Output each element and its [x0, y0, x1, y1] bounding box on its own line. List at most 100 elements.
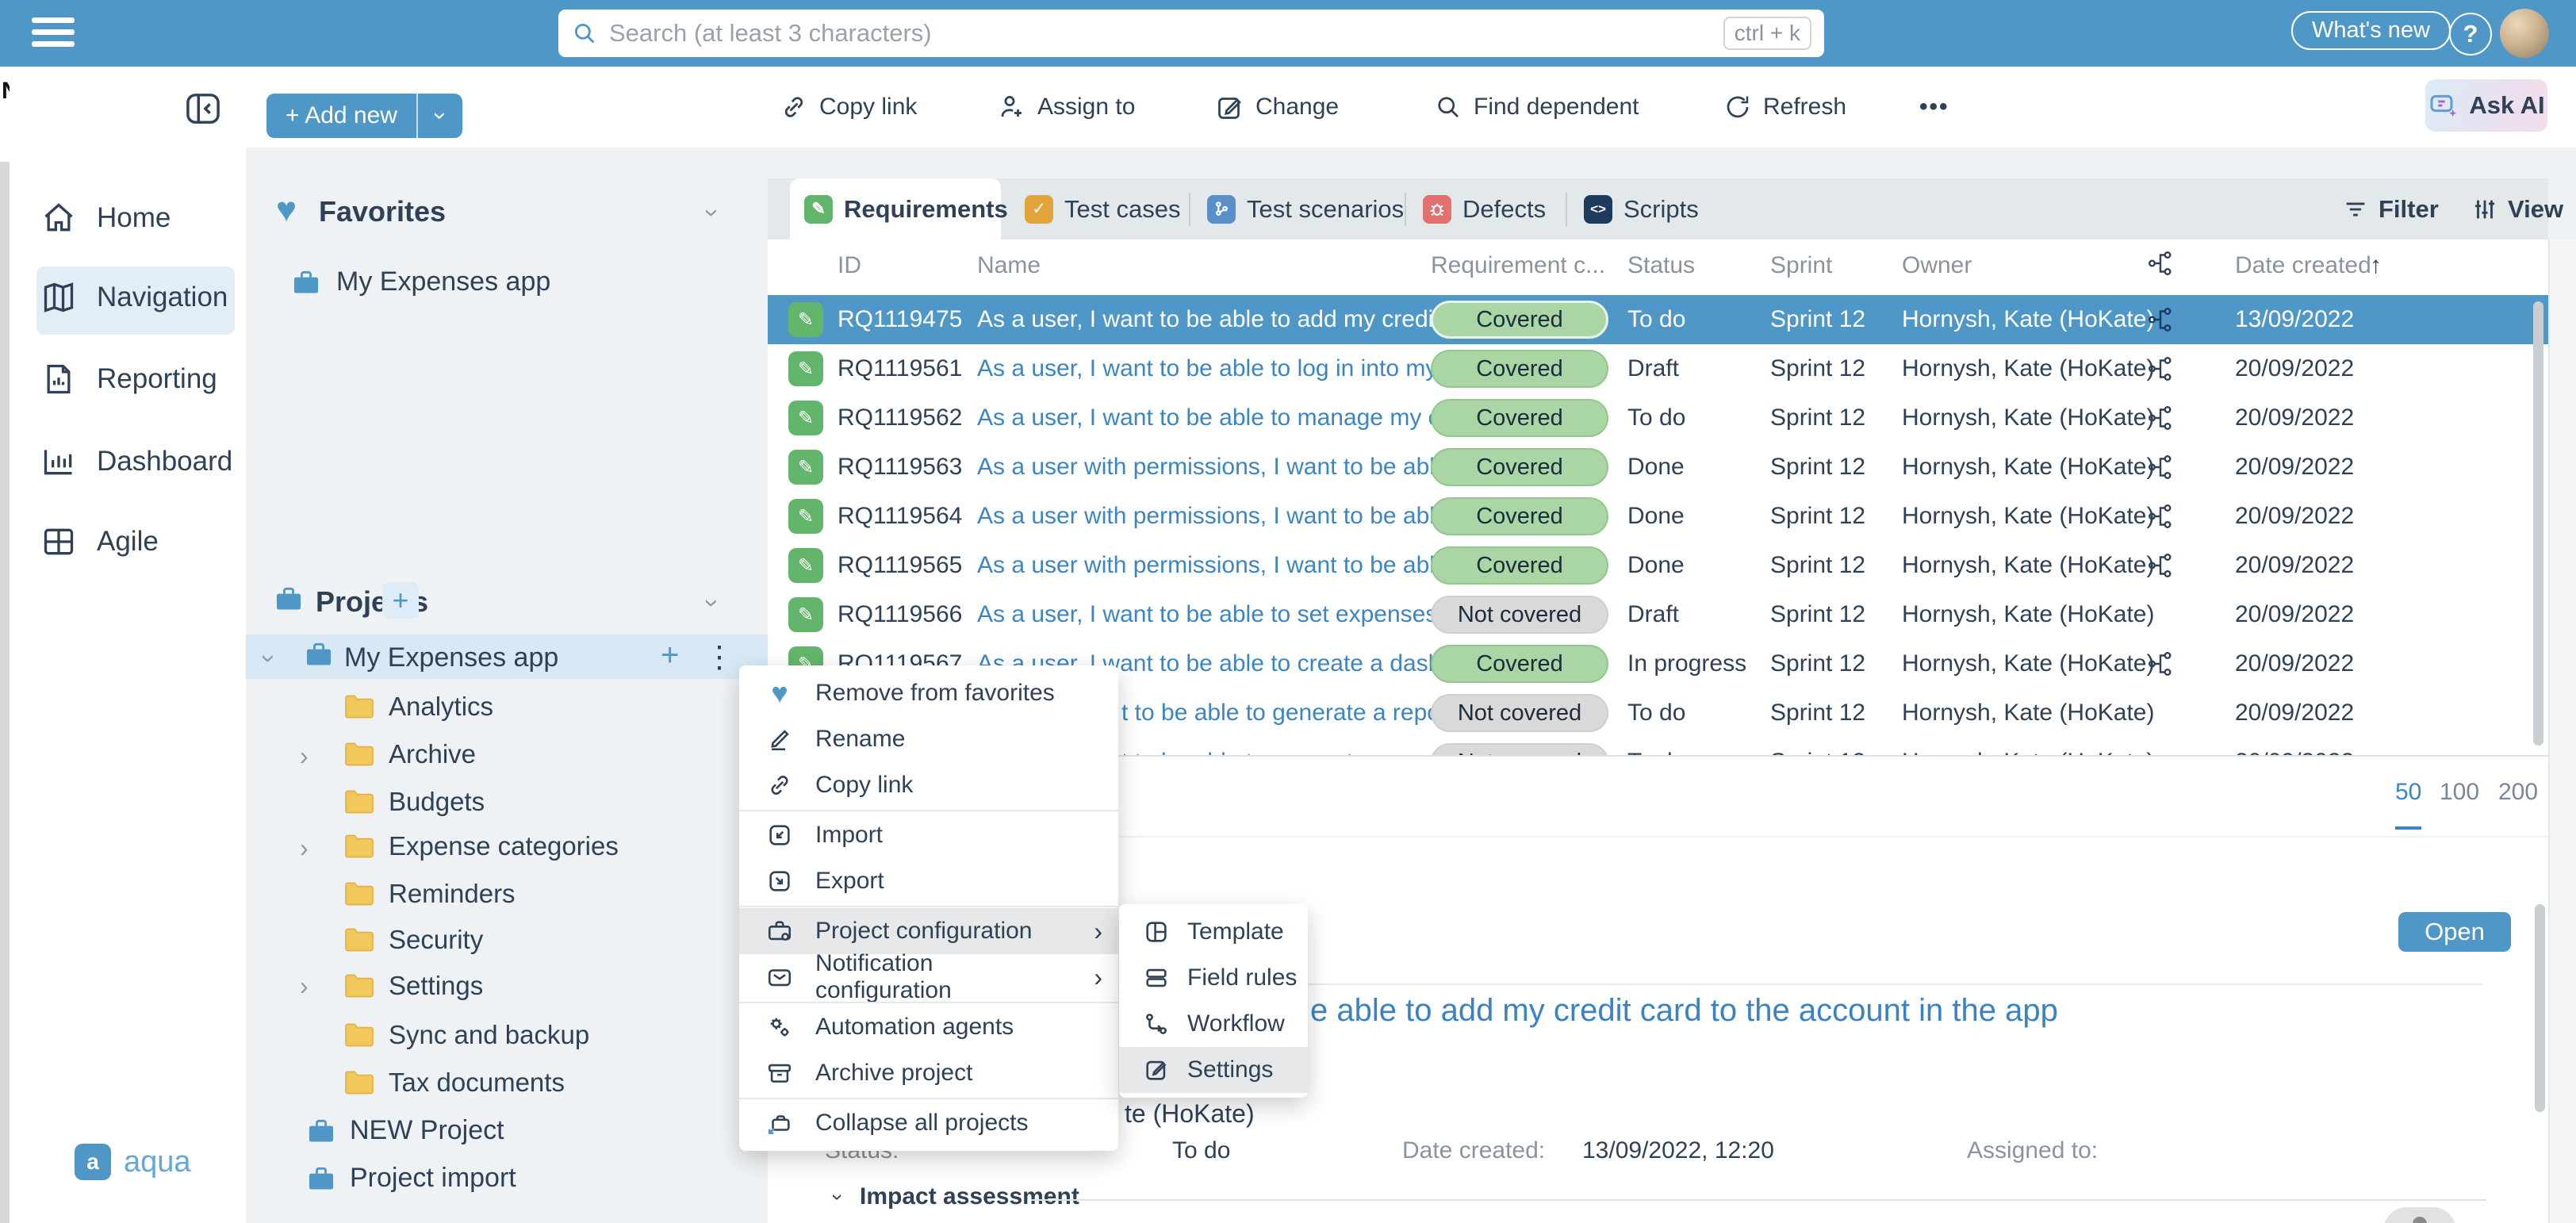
table-row[interactable]: ✎ RQ1119475 As a user, I want to be able…: [768, 295, 2548, 344]
refresh-button[interactable]: Refresh: [1723, 84, 1846, 130]
table-scrollbar[interactable]: [2533, 301, 2543, 746]
menu-item-collapse-all-projects[interactable]: Collapse all projects: [739, 1100, 1118, 1146]
user-avatar[interactable]: [2500, 9, 2549, 58]
project-add-button[interactable]: +: [661, 638, 680, 673]
impact-assessment-title[interactable]: Impact assessment: [860, 1183, 1079, 1210]
filter-button[interactable]: Filter: [2342, 178, 2439, 240]
row-name-link[interactable]: As a user with permissions, I want to be…: [977, 454, 1501, 480]
sidebar-item-reporting[interactable]: Reporting: [41, 351, 240, 408]
row-name-link[interactable]: As a user with permissions, I want to be…: [977, 552, 1501, 578]
aqua-logo[interactable]: a aqua: [75, 1144, 191, 1180]
hamburger-menu-icon[interactable]: [32, 11, 75, 53]
column-header-name[interactable]: Name: [977, 252, 1041, 278]
tab-test-cases[interactable]: ✓ Test cases: [1025, 178, 1180, 240]
submenu-item-template[interactable]: Template: [1119, 909, 1308, 955]
folder-settings[interactable]: Settings: [343, 971, 483, 1001]
folder-analytics[interactable]: Analytics: [343, 692, 493, 722]
collapse-sidebar-button[interactable]: [185, 92, 221, 125]
row-name-link[interactable]: t to be able to generate a report ...: [1121, 700, 1482, 726]
expand-chevron[interactable]: ›: [300, 834, 309, 862]
section-collapse-chevron[interactable]: ›: [826, 1194, 850, 1201]
more-actions-button[interactable]: •••: [1919, 94, 1949, 120]
table-row[interactable]: ✎ RQ1119567 As a user, I want to be able…: [768, 639, 2548, 688]
find-dependent-button[interactable]: Find dependent: [1434, 84, 1639, 130]
folder-security[interactable]: Security: [343, 925, 483, 955]
hierarchy-icon[interactable]: [2146, 453, 2175, 481]
column-header-owner[interactable]: Owner: [1902, 252, 1972, 278]
folder-expense-categories[interactable]: Expense categories: [343, 831, 619, 861]
tab-test-scenarios[interactable]: Test scenarios: [1207, 178, 1404, 240]
menu-item-project-configuration[interactable]: Project configuration ›: [739, 908, 1118, 954]
sidebar-item-agile[interactable]: Agile: [41, 513, 240, 570]
row-name-link[interactable]: As a user, I want to be able to add my c…: [977, 306, 1499, 332]
menu-item-remove-from-favorites[interactable]: ♥ Remove from favorites: [739, 670, 1118, 716]
sidebar-item-dashboard[interactable]: Dashboard: [41, 433, 240, 490]
help-button[interactable]: ?: [2449, 13, 2492, 56]
whats-new-button[interactable]: What's new: [2291, 11, 2451, 50]
row-name-link[interactable]: As a user, I want to be able to log in i…: [977, 355, 1501, 381]
favorite-item-my-expenses-app[interactable]: My Expenses app: [290, 266, 550, 297]
add-new-split-button[interactable]: + Add new ›: [266, 94, 462, 138]
hierarchy-icon[interactable]: [2146, 355, 2175, 383]
folder-sync-and-backup[interactable]: Sync and backup: [343, 1020, 589, 1050]
folder-reminders[interactable]: Reminders: [343, 879, 516, 909]
tab-defects[interactable]: Defects: [1423, 178, 1546, 240]
menu-item-archive-project[interactable]: Archive project: [739, 1050, 1118, 1096]
row-name-link[interactable]: As a user, I want to be able to manage m…: [977, 404, 1507, 431]
page-size-100[interactable]: 100: [2440, 779, 2480, 805]
change-button[interactable]: Change: [1216, 84, 1339, 130]
folder-budgets[interactable]: Budgets: [343, 787, 485, 817]
table-row[interactable]: t to be able to generate a report Not co…: [768, 738, 2548, 755]
open-button[interactable]: Open: [2398, 912, 2511, 952]
tab-requirements[interactable]: ✎ Requirements: [790, 178, 1008, 240]
detail-scrollbar[interactable]: [2535, 904, 2545, 1112]
submenu-item-settings[interactable]: Settings: [1119, 1047, 1308, 1093]
menu-item-notification-configuration[interactable]: Notification configuration ›: [739, 950, 1118, 1003]
hierarchy-icon[interactable]: [2146, 404, 2175, 432]
copy-link-button[interactable]: Copy link: [780, 84, 917, 130]
hierarchy-icon[interactable]: [2146, 502, 2175, 531]
tab-scripts[interactable]: <> Scripts: [1584, 178, 1699, 240]
sidebar-item-navigation[interactable]: Navigation: [41, 269, 240, 326]
project-project-import[interactable]: Project import: [305, 1163, 516, 1194]
column-header-coverage[interactable]: Requirement c...: [1431, 252, 1606, 278]
hierarchy-icon[interactable]: [2146, 650, 2175, 678]
table-row[interactable]: ✎ RQ1119564 As a user with permissions, …: [768, 492, 2548, 541]
column-header-date-created[interactable]: Date created: [2235, 252, 2371, 278]
menu-item-copy-link[interactable]: Copy link: [739, 762, 1118, 808]
submenu-item-workflow[interactable]: Workflow: [1119, 1001, 1308, 1047]
project-expand-chevron[interactable]: ›: [255, 654, 284, 663]
table-row[interactable]: ✎ RQ1119566 As a user, I want to be able…: [768, 590, 2548, 639]
table-row[interactable]: ✎ RQ1119561 As a user, I want to be able…: [768, 344, 2548, 393]
add-new-button[interactable]: + Add new: [266, 94, 416, 138]
hierarchy-icon[interactable]: [2146, 305, 2175, 334]
column-header-status[interactable]: Status: [1627, 252, 1696, 278]
menu-item-rename[interactable]: Rename: [739, 716, 1118, 762]
expand-chevron[interactable]: ›: [300, 742, 309, 770]
ask-ai-button[interactable]: Ask AI: [2425, 79, 2547, 132]
row-name-link[interactable]: As a user, I want to be able to set expe…: [977, 601, 1507, 627]
hierarchy-icon[interactable]: [2146, 551, 2175, 580]
assign-to-button[interactable]: Assign to: [998, 84, 1135, 130]
project-new-project[interactable]: NEW Project: [305, 1115, 504, 1146]
menu-item-import[interactable]: Import: [739, 812, 1118, 858]
table-row[interactable]: ✎ RQ1119562 As a user, I want to be able…: [768, 393, 2548, 443]
add-new-dropdown[interactable]: ›: [416, 94, 462, 138]
submenu-item-field-rules[interactable]: Field rules: [1119, 955, 1308, 1001]
add-project-button[interactable]: +: [382, 582, 419, 619]
floating-button-clipped[interactable]: [2383, 1207, 2456, 1223]
table-row[interactable]: ✎ RQ1119563 As a user with permissions, …: [768, 443, 2548, 492]
table-row[interactable]: ✎ RQ1119565 As a user with permissions, …: [768, 541, 2548, 590]
folder-tax-documents[interactable]: Tax documents: [343, 1068, 565, 1098]
projects-collapse-chevron[interactable]: ›: [698, 599, 727, 608]
selected-project-row[interactable]: [246, 635, 768, 679]
menu-item-automation-agents[interactable]: Automation agents: [739, 1004, 1118, 1050]
row-name-link[interactable]: As a user with permissions, I want to be…: [977, 503, 1501, 529]
menu-item-export[interactable]: Export: [739, 858, 1118, 904]
row-name-link[interactable]: t to be able to generate a report: [1121, 749, 1455, 755]
search-input[interactable]: Search (at least 3 characters) ctrl + k: [558, 10, 1824, 57]
folder-archive[interactable]: Archive: [343, 739, 476, 769]
project-kebab-menu[interactable]: ⋮: [704, 641, 734, 674]
expand-chevron[interactable]: ›: [300, 972, 309, 1000]
favorites-collapse-chevron[interactable]: ›: [698, 209, 727, 217]
